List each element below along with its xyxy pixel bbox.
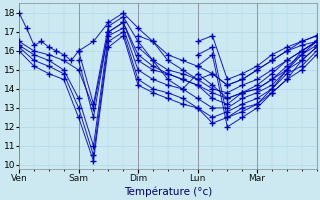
- X-axis label: Température (°c): Température (°c): [124, 186, 212, 197]
